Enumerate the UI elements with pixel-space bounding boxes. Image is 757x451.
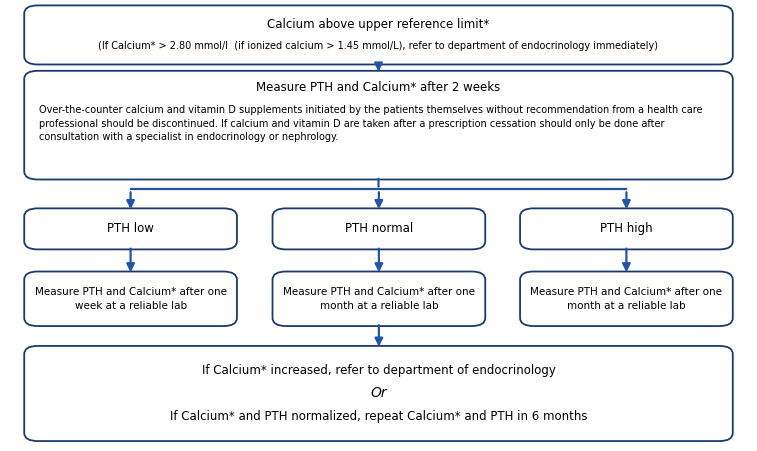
Text: PTH high: PTH high <box>600 222 653 235</box>
FancyBboxPatch shape <box>24 208 237 249</box>
FancyBboxPatch shape <box>24 5 733 64</box>
Text: Calcium above upper reference limit*: Calcium above upper reference limit* <box>267 18 490 31</box>
Text: Measure PTH and Calcium* after one
month at a reliable lab: Measure PTH and Calcium* after one month… <box>531 287 722 311</box>
FancyBboxPatch shape <box>273 272 485 326</box>
Text: PTH low: PTH low <box>107 222 154 235</box>
Text: Measure PTH and Calcium* after one
month at a reliable lab: Measure PTH and Calcium* after one month… <box>283 287 475 311</box>
Text: PTH normal: PTH normal <box>344 222 413 235</box>
FancyBboxPatch shape <box>520 272 733 326</box>
Text: Or: Or <box>370 387 387 400</box>
FancyBboxPatch shape <box>273 208 485 249</box>
Text: If Calcium* and PTH normalized, repeat Calcium* and PTH in 6 months: If Calcium* and PTH normalized, repeat C… <box>170 410 587 423</box>
Text: Over-the-counter calcium and vitamin D supplements initiated by the patients the: Over-the-counter calcium and vitamin D s… <box>39 105 702 142</box>
Text: If Calcium* increased, refer to department of endocrinology: If Calcium* increased, refer to departme… <box>201 364 556 377</box>
FancyBboxPatch shape <box>24 346 733 441</box>
FancyBboxPatch shape <box>24 71 733 179</box>
Text: Measure PTH and Calcium* after 2 weeks: Measure PTH and Calcium* after 2 weeks <box>257 81 500 93</box>
Text: (If Calcium* > 2.80 mmol/l  (if ionized calcium > 1.45 mmol/L), refer to departm: (If Calcium* > 2.80 mmol/l (if ionized c… <box>98 41 659 51</box>
FancyBboxPatch shape <box>520 208 733 249</box>
FancyBboxPatch shape <box>24 272 237 326</box>
Text: Measure PTH and Calcium* after one
week at a reliable lab: Measure PTH and Calcium* after one week … <box>35 287 226 311</box>
